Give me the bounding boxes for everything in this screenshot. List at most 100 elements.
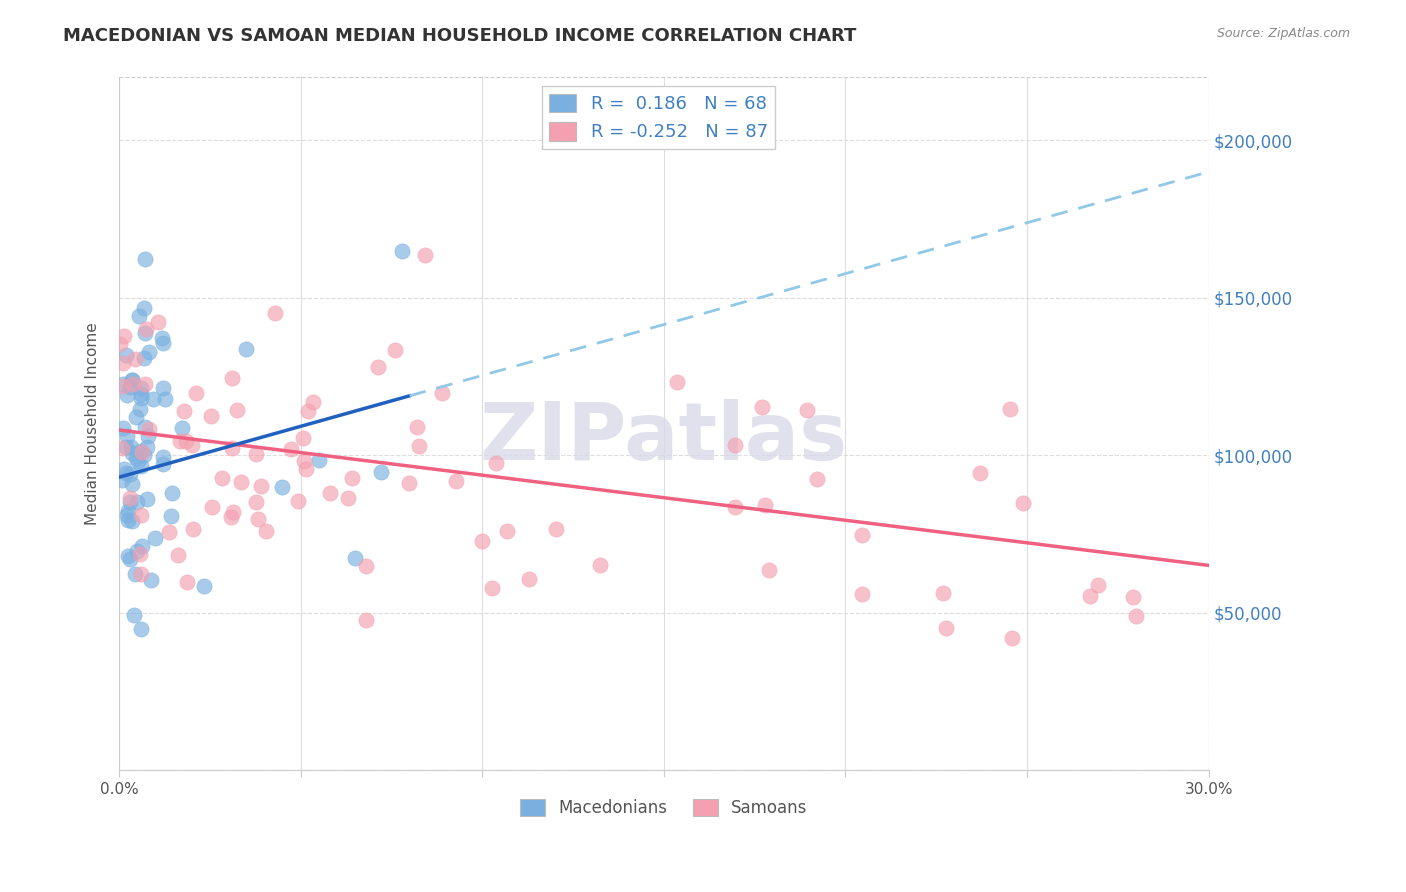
Point [135, 440, 157, 454]
Point [129, 387, 152, 401]
Point [131, 444, 153, 458]
Point [665, 376, 688, 390]
Point [481, 581, 503, 595]
Point [121, 373, 143, 387]
Point [124, 451, 146, 466]
Point [129, 622, 152, 636]
Point [129, 381, 152, 395]
Point [118, 467, 141, 481]
Point [235, 343, 257, 357]
Point [292, 431, 315, 445]
Point [160, 508, 183, 523]
Point [131, 539, 153, 553]
Point [124, 567, 146, 582]
Point [152, 450, 174, 464]
Point [1087, 578, 1109, 592]
Point [167, 549, 190, 563]
Point [112, 376, 135, 391]
Point [851, 587, 873, 601]
Point [308, 453, 330, 467]
Point [1078, 589, 1101, 603]
Point [129, 443, 152, 458]
Point [152, 336, 174, 351]
Point [724, 500, 747, 515]
Point [174, 434, 197, 448]
Point [114, 348, 136, 362]
Point [138, 422, 160, 436]
Point [184, 386, 207, 401]
Point [129, 401, 152, 416]
Point [444, 474, 467, 488]
Point [724, 438, 747, 452]
Point [432, 385, 454, 400]
Point [222, 505, 245, 519]
Point [120, 491, 142, 506]
Point [969, 466, 991, 480]
Point [121, 514, 143, 528]
Point [136, 429, 159, 443]
Point [121, 477, 143, 491]
Point [112, 356, 135, 370]
Point [485, 456, 508, 470]
Point [121, 374, 143, 388]
Point [129, 508, 152, 522]
Point [280, 442, 302, 456]
Point [932, 586, 955, 600]
Point [354, 558, 377, 573]
Point [131, 567, 153, 582]
Point [181, 523, 204, 537]
Point [134, 252, 156, 267]
Point [115, 440, 138, 454]
Text: MACEDONIAN VS SAMOAN MEDIAN HOUSEHOLD INCOME CORRELATION CHART: MACEDONIAN VS SAMOAN MEDIAN HOUSEHOLD IN… [63, 27, 856, 45]
Point [344, 551, 367, 566]
Point [136, 491, 159, 506]
Point [589, 558, 612, 572]
Point [1012, 496, 1035, 510]
Point [297, 404, 319, 418]
Point [173, 404, 195, 418]
Point [370, 465, 392, 479]
Point [124, 351, 146, 366]
Point [1000, 401, 1022, 416]
Point [117, 513, 139, 527]
Point [143, 532, 166, 546]
Point [408, 439, 430, 453]
Point [221, 371, 243, 385]
Point [160, 485, 183, 500]
Point [129, 548, 152, 562]
Point [118, 551, 141, 566]
Point [132, 448, 155, 462]
Point [128, 310, 150, 324]
Point [135, 322, 157, 336]
Point [250, 479, 273, 493]
Point [118, 495, 141, 509]
Point [367, 360, 389, 375]
Point [110, 337, 132, 351]
Point [121, 377, 143, 392]
Point [340, 471, 363, 485]
Point [496, 524, 519, 538]
Point [115, 388, 138, 402]
Point [245, 495, 267, 509]
Point [754, 498, 776, 512]
Point [292, 454, 315, 468]
Legend: Macedonians, Samoans: Macedonians, Samoans [513, 792, 814, 824]
Point [142, 392, 165, 407]
Point [127, 544, 149, 558]
Y-axis label: Median Household Income: Median Household Income [86, 322, 100, 525]
Point [122, 608, 145, 623]
Point [384, 343, 406, 358]
Point [796, 403, 818, 417]
Point [413, 248, 436, 262]
Point [180, 438, 202, 452]
Point [112, 329, 135, 343]
Point [935, 622, 957, 636]
Point [152, 457, 174, 471]
Point [318, 486, 340, 500]
Point [134, 351, 156, 366]
Point [851, 528, 873, 542]
Point [245, 448, 267, 462]
Point [150, 331, 173, 345]
Point [221, 442, 243, 456]
Point [115, 429, 138, 443]
